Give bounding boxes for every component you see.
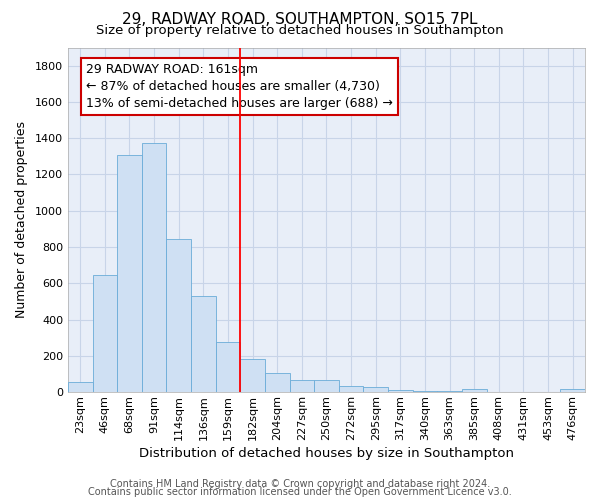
Bar bbox=[290, 380, 314, 392]
Bar bbox=[364, 388, 388, 392]
Text: Contains public sector information licensed under the Open Government Licence v3: Contains public sector information licen… bbox=[88, 487, 512, 497]
Bar bbox=[215, 342, 240, 392]
Bar bbox=[68, 382, 92, 392]
Bar bbox=[462, 390, 487, 392]
Bar bbox=[166, 239, 191, 392]
Bar bbox=[191, 296, 215, 392]
Bar bbox=[117, 154, 142, 392]
Bar bbox=[92, 275, 117, 392]
Bar bbox=[265, 373, 290, 392]
X-axis label: Distribution of detached houses by size in Southampton: Distribution of detached houses by size … bbox=[139, 447, 514, 460]
Bar bbox=[413, 391, 437, 392]
Text: 29, RADWAY ROAD, SOUTHAMPTON, SO15 7PL: 29, RADWAY ROAD, SOUTHAMPTON, SO15 7PL bbox=[122, 12, 478, 28]
Bar bbox=[314, 380, 339, 392]
Bar bbox=[339, 386, 364, 392]
Bar bbox=[388, 390, 413, 392]
Text: 29 RADWAY ROAD: 161sqm
← 87% of detached houses are smaller (4,730)
13% of semi-: 29 RADWAY ROAD: 161sqm ← 87% of detached… bbox=[86, 63, 393, 110]
Y-axis label: Number of detached properties: Number of detached properties bbox=[15, 122, 28, 318]
Bar bbox=[437, 391, 462, 392]
Text: Size of property relative to detached houses in Southampton: Size of property relative to detached ho… bbox=[96, 24, 504, 37]
Bar bbox=[240, 358, 265, 392]
Text: Contains HM Land Registry data © Crown copyright and database right 2024.: Contains HM Land Registry data © Crown c… bbox=[110, 479, 490, 489]
Bar bbox=[560, 390, 585, 392]
Bar bbox=[142, 142, 166, 392]
